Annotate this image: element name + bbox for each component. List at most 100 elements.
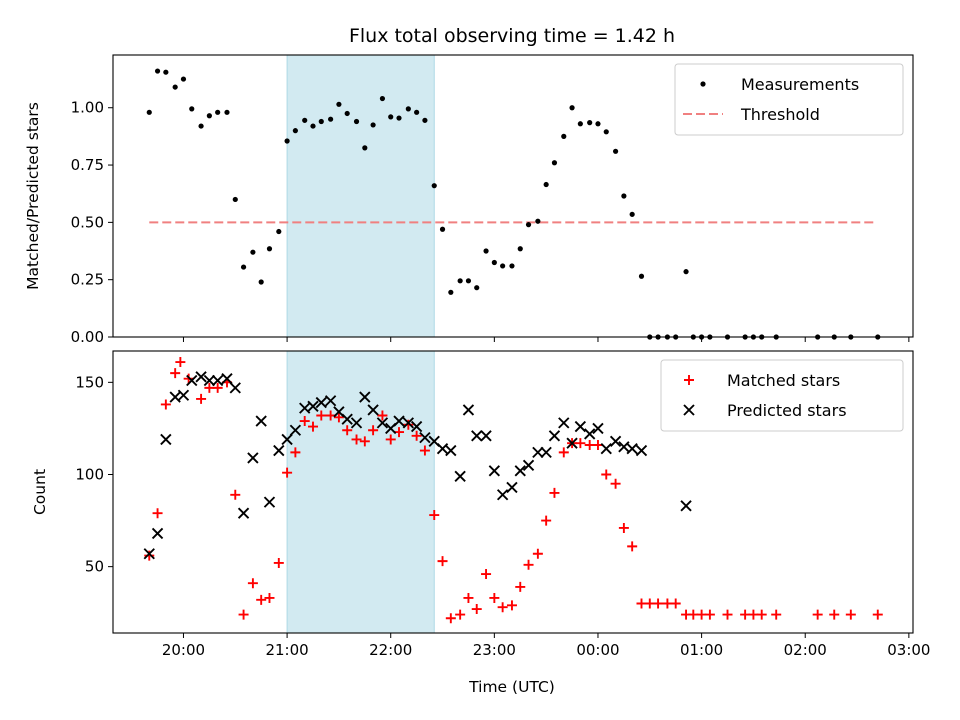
matched-star-point — [359, 436, 370, 447]
predicted-star-point — [255, 415, 267, 427]
matched-star-point — [264, 592, 275, 603]
matched-star-point — [411, 430, 422, 441]
predicted-star-point — [237, 507, 250, 519]
y-tick-label: 0.75 — [71, 156, 104, 174]
matched-star-point — [308, 421, 318, 432]
measurement-point — [258, 279, 264, 285]
matched-star-point — [812, 609, 823, 620]
y-axis-label: Count — [31, 469, 49, 515]
measurement-point — [232, 196, 238, 203]
measurement-point — [431, 183, 437, 189]
measurement-point — [379, 95, 386, 102]
measurement-point — [500, 263, 506, 269]
matched-star-point — [704, 609, 715, 620]
predicted-star-point — [341, 413, 353, 425]
matched-star-point — [333, 412, 344, 423]
measurement-point — [535, 218, 541, 224]
matched-star-point — [722, 609, 733, 620]
matched-star-point — [351, 434, 362, 445]
predicted-star-point — [151, 527, 164, 540]
y-tick-label: 1.00 — [71, 99, 104, 117]
predicted-star-point — [445, 444, 457, 457]
predicted-star-point — [592, 422, 604, 435]
y-axis-label: Matched/Predicted stars — [24, 102, 42, 290]
matched-star-point — [523, 559, 534, 570]
matched-star-point — [170, 368, 181, 379]
matched-star-point — [238, 609, 249, 620]
bottom-panel: 50 100 150 20:00 21:00 22:00 23:00 00:00 01:00 02… — [31, 350, 930, 659]
measurement-point — [587, 120, 593, 126]
observing-span — [287, 55, 435, 337]
measurement-point — [336, 101, 342, 107]
matched-star-point — [872, 609, 883, 620]
matched-star-point — [489, 592, 500, 603]
measurement-point — [543, 181, 549, 188]
predicted-star-point — [307, 400, 319, 412]
matched-star-point — [212, 382, 223, 393]
matched-star-point — [437, 556, 448, 567]
predicted-star-point — [626, 443, 638, 455]
chart-title: Flux total observing time = 1.42 h — [349, 25, 675, 47]
x-tick-label: 02:00 — [784, 641, 827, 659]
measurement-point — [353, 118, 360, 125]
y-tick-label: 0.50 — [71, 213, 104, 231]
measurement-point — [474, 285, 480, 291]
matched-star-point — [256, 594, 267, 605]
predicted-star-point — [367, 404, 379, 416]
matched-star-point — [515, 581, 526, 592]
matched-star-point — [160, 399, 171, 410]
matched-star-point — [653, 598, 664, 609]
predicted-star-point — [419, 431, 431, 444]
matched-star-point — [618, 522, 629, 533]
measurement-point — [284, 138, 290, 144]
matched-star-point — [549, 487, 560, 498]
predicted-star-point — [635, 444, 648, 457]
measurement-point — [198, 123, 204, 129]
legend-box — [674, 63, 904, 136]
measurement-point — [302, 117, 308, 123]
measurement-point — [491, 259, 497, 266]
measurement-point — [414, 109, 420, 115]
matched-star-point — [610, 478, 621, 489]
measurement-point — [154, 68, 161, 74]
matched-star-point — [455, 609, 466, 620]
matched-star-point — [316, 410, 327, 421]
measurement-point — [551, 160, 558, 166]
legend-label: Measurements — [741, 75, 859, 94]
measurement-point — [250, 249, 256, 255]
measurement-point — [344, 110, 350, 117]
measurement-point — [577, 121, 583, 127]
predicted-star-point — [160, 433, 172, 446]
x-tick-label: 23:00 — [473, 641, 516, 659]
matched-star-point — [377, 410, 388, 421]
y-tick-label: 0.00 — [71, 328, 104, 346]
measurement-point — [189, 106, 195, 112]
measurement-point — [206, 113, 212, 119]
matched-star-point — [342, 425, 353, 436]
predicted-star-point — [548, 430, 561, 442]
matched-star-point — [541, 515, 552, 526]
measurement-point — [561, 133, 567, 139]
x-tick-label: 21:00 — [265, 641, 308, 659]
axes-frame — [112, 350, 914, 634]
matched-star-point — [532, 548, 543, 559]
matched-star-point — [403, 419, 414, 430]
measurement-point — [318, 118, 324, 125]
measurement-point — [603, 129, 609, 135]
matched-star-point — [230, 489, 241, 500]
legend-marker-measurements — [700, 81, 706, 87]
measurement-point — [266, 246, 273, 252]
measurement-point — [595, 121, 601, 127]
axes-frame — [112, 54, 914, 338]
matched-star-point — [152, 508, 163, 519]
measurement-point — [483, 248, 489, 254]
measurement-point — [146, 109, 152, 115]
predicted-star-point — [299, 402, 311, 414]
matched-star-point — [419, 445, 430, 456]
predicted-star-point — [143, 548, 155, 560]
measurement-point — [180, 76, 187, 82]
predicted-star-point — [584, 428, 596, 440]
top-panel: 0.00 0.25 0.50 0.75 1.00 Matched/Predicted st… — [24, 54, 914, 346]
matched-star-point — [247, 578, 258, 589]
predicted-star-point — [522, 459, 535, 471]
